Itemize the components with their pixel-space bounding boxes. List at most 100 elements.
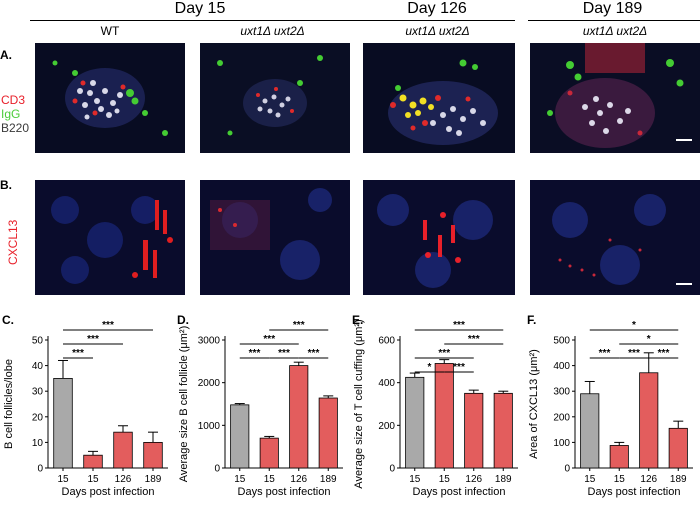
micrograph-b-day126 <box>363 180 515 295</box>
channel-b220: B220 <box>1 121 30 135</box>
x-tick-label: 15 <box>87 474 99 485</box>
significance-label: *** <box>87 334 99 345</box>
x-tick-label: 15 <box>614 474 626 485</box>
header-rule-day15 <box>30 20 370 21</box>
y-tick-label: 0 <box>37 464 43 475</box>
x-tick-label: 189 <box>320 474 337 485</box>
significance-label: *** <box>438 348 450 359</box>
significance-label: *** <box>453 362 465 373</box>
significance-label: * <box>647 334 651 345</box>
micrograph-a-mutant-day15 <box>200 43 350 153</box>
channel-cxcl13: CXCL13 <box>6 219 20 265</box>
x-tick-label: 15 <box>264 474 276 485</box>
bar <box>113 431 133 469</box>
y-tick-label: 30 <box>32 387 44 398</box>
significance-label: *** <box>263 334 275 345</box>
y-axis-label: Area of CXCL13 (μm²) <box>528 349 540 459</box>
y-tick-label: 2000 <box>198 378 221 389</box>
header-day189: Day 189 <box>582 0 643 17</box>
significance-label: *** <box>249 348 261 359</box>
significance-label: *** <box>658 348 670 359</box>
bar <box>83 454 103 469</box>
x-tick-label: 15 <box>57 474 69 485</box>
channel-igg: IgG <box>1 107 21 121</box>
y-tick-label: 0 <box>389 464 395 475</box>
column-label-mutant-1: uxt1Δ uxt2Δ <box>240 24 305 38</box>
column-label-mutant-2: uxt1Δ uxt2Δ <box>405 24 470 38</box>
y-tick-label: 40 <box>32 361 44 372</box>
micrograph-a-day126 <box>363 43 515 153</box>
column-label-mutant-3: uxt1Δ uxt2Δ <box>582 24 648 38</box>
x-tick-label: 189 <box>145 474 162 485</box>
x-tick-label: 126 <box>465 474 482 485</box>
bar <box>580 393 600 469</box>
y-tick-label: 400 <box>378 378 395 389</box>
y-tick-label: 10 <box>32 438 44 449</box>
significance-label: *** <box>599 348 611 359</box>
x-tick-label: 126 <box>640 474 657 485</box>
panel-label-a: A. <box>0 48 12 62</box>
bar <box>464 392 484 469</box>
bar <box>289 365 309 469</box>
significance-label: *** <box>308 348 320 359</box>
y-tick-label: 0 <box>564 464 570 475</box>
x-tick-label: 126 <box>115 474 132 485</box>
bar <box>609 445 629 469</box>
channel-legend-a: CD3 IgG B220 <box>1 93 29 135</box>
y-tick-label: 3000 <box>198 336 221 347</box>
header-rule-day126 <box>360 20 515 21</box>
significance-label: *** <box>102 320 114 331</box>
x-axis-label: Days post infection <box>588 486 681 498</box>
significance-label: *** <box>468 334 480 345</box>
y-tick-label: 200 <box>553 412 570 423</box>
x-tick-label: 15 <box>234 474 246 485</box>
y-tick-label: 200 <box>378 421 395 432</box>
significance-label: *** <box>628 348 640 359</box>
channel-cd3: CD3 <box>1 93 26 107</box>
significance-label: * <box>428 362 432 373</box>
header-day126: Day 126 <box>407 0 467 17</box>
micrograph-a-day189 <box>530 43 700 153</box>
y-tick-label: 1000 <box>198 421 221 432</box>
x-tick-label: 15 <box>409 474 421 485</box>
header-rule-day189 <box>528 20 700 21</box>
x-tick-label: 15 <box>439 474 451 485</box>
bar <box>318 397 338 469</box>
micrograph-b-wt <box>35 180 185 295</box>
column-label-wt: WT <box>100 24 120 38</box>
significance-label: *** <box>453 320 465 331</box>
panel-label: E. <box>352 313 363 327</box>
bar <box>259 437 279 469</box>
bar <box>639 372 659 469</box>
chart-f: F. Area of CXCL13 (μm²) 0 100 200 300 400 500 15… <box>525 312 700 518</box>
x-tick-label: 126 <box>290 474 307 485</box>
chart-c: C. B cell follicles/lobe 0 10 20 30 40 50 15 15 12… <box>0 312 175 518</box>
panel-label: D. <box>177 313 189 327</box>
bar <box>53 378 73 469</box>
significance-label: *** <box>293 320 305 331</box>
y-tick-label: 600 <box>378 336 395 347</box>
y-axis-label: Average size B cell follicle (μm²) <box>178 326 190 483</box>
bar <box>230 404 250 469</box>
x-tick-label: 189 <box>495 474 512 485</box>
x-axis-label: Days post infection <box>62 486 155 498</box>
y-tick-label: 500 <box>553 336 570 347</box>
x-axis-label: Days post infection <box>238 486 331 498</box>
bar <box>493 392 513 469</box>
micrograph-a-wt <box>35 43 185 153</box>
chart-e: E. Average size of T cell cuffing (μm²) 0 2… <box>350 312 525 518</box>
chart-d: D. Average size B cell follicle (μm²) 0 100… <box>175 312 350 518</box>
significance-label: * <box>632 320 636 331</box>
bar <box>143 441 163 469</box>
y-axis-label: B cell follicles/lobe <box>3 359 15 449</box>
x-tick-label: 189 <box>670 474 687 485</box>
significance-label: *** <box>278 348 290 359</box>
y-tick-label: 0 <box>214 464 220 475</box>
bar <box>668 427 688 469</box>
micrograph-b-mutant-day15 <box>200 180 350 295</box>
y-tick-label: 400 <box>553 361 570 372</box>
panel-label: F. <box>527 313 536 327</box>
panel-label: C. <box>2 313 14 327</box>
bar <box>434 363 454 469</box>
x-axis-label: Days post infection <box>413 486 506 498</box>
